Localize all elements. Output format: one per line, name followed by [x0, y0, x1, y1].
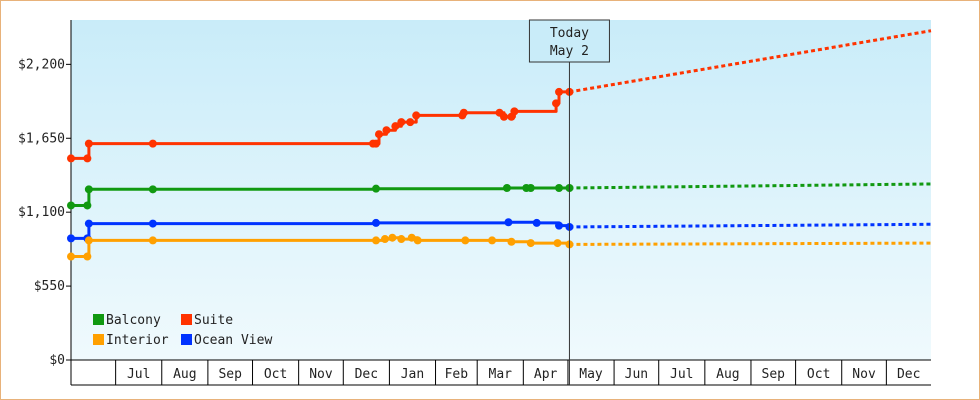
data-point — [499, 112, 508, 121]
data-point — [555, 87, 564, 96]
today-box — [528, 19, 610, 63]
x-tick-label: Oct — [264, 367, 287, 382]
data-point — [67, 234, 75, 243]
legend-swatch — [181, 314, 192, 325]
data-point — [372, 218, 381, 227]
x-tick-label: Jul — [127, 367, 150, 382]
y-tick-label: $2,200 — [18, 57, 65, 72]
data-point — [84, 236, 93, 245]
y-tick-label: $0 — [49, 353, 65, 368]
x-tick-label: Nov — [852, 367, 876, 382]
data-point — [382, 126, 391, 135]
data-point — [148, 219, 157, 228]
legend-label: Ocean View — [194, 333, 272, 348]
data-point — [555, 221, 564, 230]
today-label-line1: Today — [550, 26, 589, 41]
data-point — [67, 252, 75, 261]
x-tick-label: Oct — [807, 367, 830, 382]
x-tick-label: Sep — [762, 367, 786, 382]
data-point — [461, 236, 470, 245]
data-point — [407, 233, 416, 242]
y-tick-label: $1,650 — [18, 131, 65, 146]
data-point — [504, 218, 513, 227]
x-tick-label: Aug — [716, 367, 739, 382]
x-tick-label: May — [579, 367, 603, 382]
legend-item-interior: Interior — [93, 333, 169, 348]
data-point — [67, 201, 75, 210]
data-point — [67, 154, 75, 163]
x-tick-label: Dec — [355, 367, 378, 382]
forecast-line — [569, 182, 932, 190]
x-tick-label: Apr — [534, 367, 558, 382]
x-tick-label: Nov — [309, 367, 333, 382]
legend-swatch — [93, 314, 104, 325]
data-point — [510, 107, 519, 116]
data-point — [148, 185, 157, 194]
data-point — [397, 235, 406, 244]
x-tick-label: Jan — [401, 367, 424, 382]
data-point — [526, 183, 535, 192]
data-point — [83, 252, 92, 261]
data-point — [532, 218, 541, 227]
data-point — [406, 118, 415, 127]
x-tick-label: Jul — [670, 367, 693, 382]
data-point — [372, 184, 381, 193]
series-balcony — [67, 182, 932, 210]
data-point — [391, 122, 400, 131]
data-point — [555, 183, 564, 192]
legend-swatch — [93, 334, 104, 345]
data-point — [84, 185, 93, 194]
data-point — [507, 237, 516, 246]
data-point — [148, 139, 157, 148]
data-point — [526, 239, 535, 248]
forecast-line — [569, 222, 932, 229]
data-point — [372, 236, 381, 245]
data-point — [413, 236, 422, 245]
x-tick-label: Feb — [445, 367, 469, 382]
data-point — [83, 154, 92, 163]
data-point — [372, 139, 381, 148]
legend-label: Suite — [194, 313, 233, 328]
data-point — [553, 239, 562, 248]
today-label-line2: May 2 — [550, 44, 589, 59]
data-point — [84, 139, 93, 148]
data-point — [380, 235, 389, 244]
data-point — [388, 233, 397, 242]
x-tick-label: Mar — [489, 367, 513, 382]
series-interior — [67, 233, 932, 261]
x-tick-label: Dec — [897, 367, 920, 382]
series-suite — [67, 29, 932, 163]
legend-item-balcony: Balcony — [93, 313, 161, 328]
data-point — [84, 219, 93, 228]
data-point — [459, 108, 468, 117]
legend-label: Balcony — [106, 313, 161, 328]
legend-item-suite: Suite — [181, 313, 233, 328]
y-tick-label: $1,100 — [18, 205, 65, 220]
forecast-line — [569, 29, 932, 94]
data-point — [412, 111, 421, 120]
forecast-line — [569, 241, 932, 246]
x-tick-label: Aug — [173, 367, 196, 382]
data-point — [502, 183, 511, 192]
data-point — [397, 118, 406, 127]
x-tick-label: Sep — [218, 367, 242, 382]
legend-swatch — [181, 334, 192, 345]
data-point — [552, 99, 561, 108]
legend-item-ocean-view: Ocean View — [181, 333, 272, 348]
data-point — [148, 236, 157, 245]
data-point — [83, 201, 92, 210]
legend-label: Interior — [106, 333, 169, 348]
y-tick-label: $550 — [34, 279, 65, 294]
data-point — [374, 130, 383, 139]
data-point — [488, 236, 497, 245]
x-tick-label: Jun — [625, 367, 648, 382]
